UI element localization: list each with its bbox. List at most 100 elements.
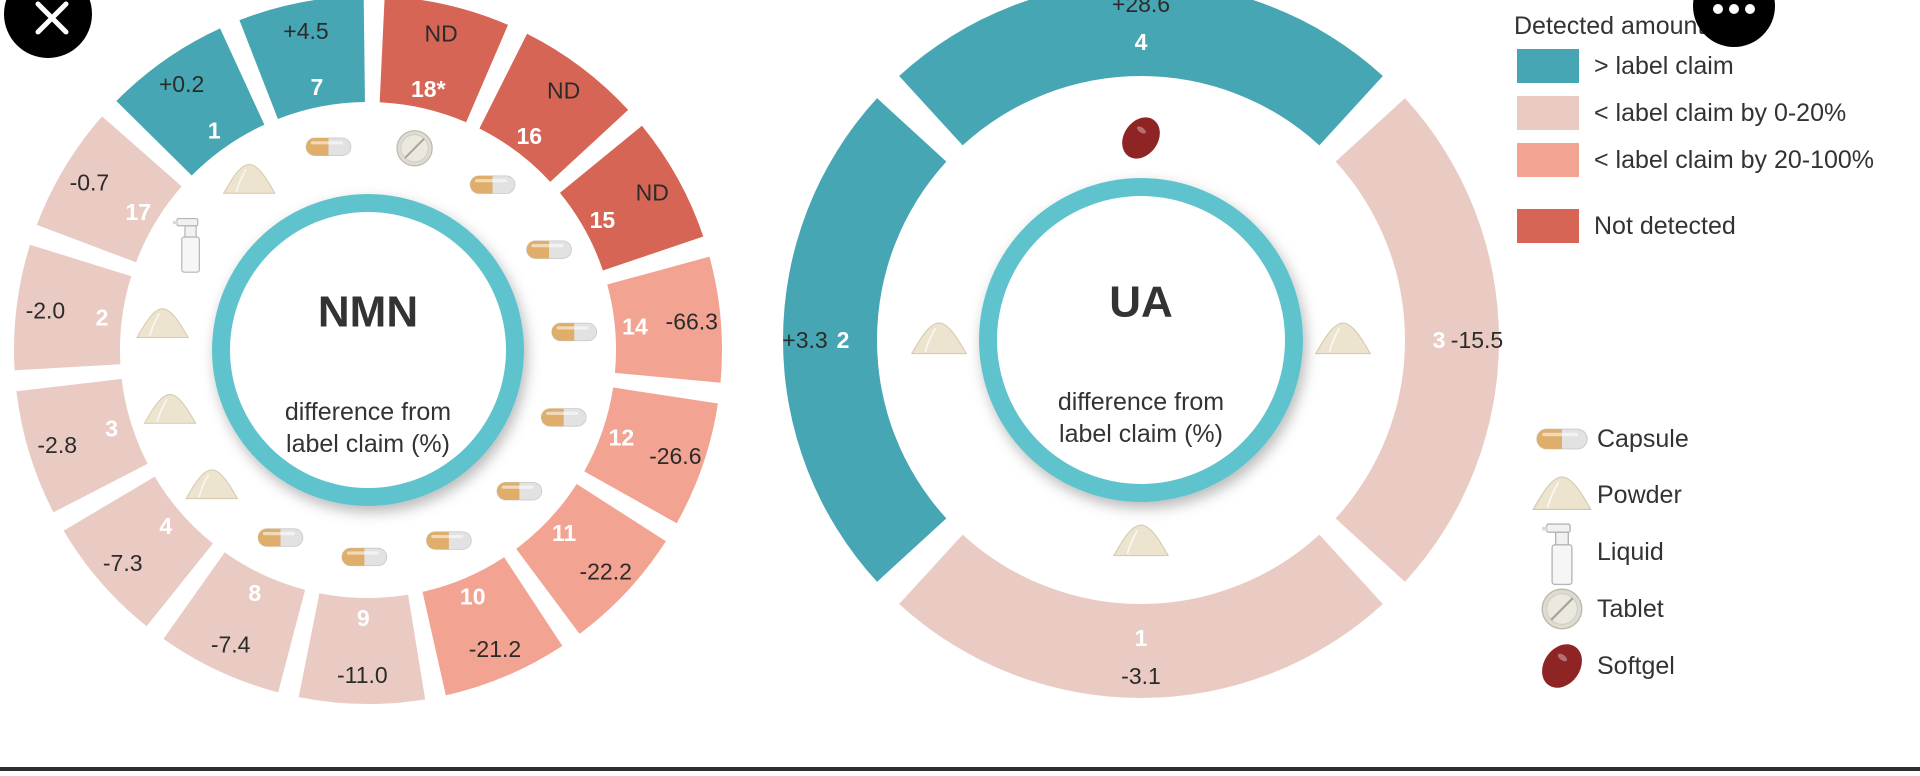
segment-14 <box>607 256 722 383</box>
segment-id-10: 10 <box>460 584 486 610</box>
segment-id-14: 14 <box>622 314 648 340</box>
segment-8 <box>163 552 306 693</box>
segment-3 <box>1335 98 1499 582</box>
segment-2 <box>14 244 132 371</box>
segment-id-17: 17 <box>125 199 151 225</box>
legend-swatch-not_detected <box>1517 209 1579 243</box>
segment-id-2: 2 <box>837 327 850 353</box>
tablet-icon <box>396 130 433 167</box>
legend-form-tablet: Tablet <box>1597 595 1664 623</box>
chart-subtitle-line-2: label claim (%) <box>286 430 450 458</box>
legend-tablet-icon <box>1541 588 1583 630</box>
segment-id-1: 1 <box>208 117 221 143</box>
segment-id-3: 3 <box>105 415 118 441</box>
segment-id-9: 9 <box>357 605 370 631</box>
segment-value-9: -11.0 <box>337 662 388 688</box>
capsule-icon <box>469 175 516 194</box>
segment-10 <box>422 557 563 696</box>
chart-title: UA <box>1109 278 1173 327</box>
capsule-icon <box>540 408 587 427</box>
segment-value-17: -0.7 <box>70 170 110 196</box>
segment-12 <box>584 387 718 524</box>
segment-id-11: 11 <box>552 520 577 546</box>
close-icon <box>35 1 69 35</box>
legend-label-above: > label claim <box>1594 52 1734 80</box>
segment-value-1: +0.2 <box>159 71 204 97</box>
segment-id-12: 12 <box>609 424 635 450</box>
segment-11 <box>516 483 666 634</box>
segment-id-16: 16 <box>516 123 542 149</box>
segment-id-8: 8 <box>248 580 261 606</box>
segment-id-4: 4 <box>1135 29 1148 55</box>
powder-icon <box>1112 524 1170 557</box>
legend-label-below_20_100: < label claim by 20-100% <box>1594 146 1874 174</box>
segment-id-18*: 18* <box>411 76 446 102</box>
segment-15 <box>559 125 704 271</box>
powder-icon <box>136 308 189 339</box>
segment-7 <box>239 0 365 119</box>
capsule-icon <box>257 528 304 547</box>
legend-capsule-icon <box>1536 428 1588 450</box>
legend-label-below_0_20: < label claim by 0-20% <box>1594 99 1846 127</box>
segment-value-4: +28.6 <box>1112 0 1170 17</box>
legend-liquid-icon <box>1542 523 1573 586</box>
softgel-icon <box>1122 117 1160 159</box>
segment-value-2: -2.0 <box>26 297 66 323</box>
segment-value-18*: ND <box>424 20 457 46</box>
segment-value-16: ND <box>547 77 580 103</box>
legend-form-liquid: Liquid <box>1597 538 1664 566</box>
segment-4 <box>899 0 1383 146</box>
powder-icon <box>222 163 276 194</box>
hub-center <box>997 196 1285 484</box>
segment-2 <box>783 98 947 582</box>
chart-subtitle-line-1: difference from <box>1058 388 1224 416</box>
segment-9 <box>298 593 426 704</box>
bottom-divider <box>0 767 1920 771</box>
segment-17 <box>36 116 182 263</box>
segment-id-7: 7 <box>310 74 323 100</box>
capsule-icon <box>551 322 598 342</box>
segment-value-2: +3.3 <box>782 327 827 353</box>
powder-icon <box>143 394 197 424</box>
legend-swatch-below_0_20 <box>1517 96 1579 130</box>
legend-form-capsule: Capsule <box>1597 425 1689 453</box>
segment-value-4: -7.3 <box>103 550 143 576</box>
segment-id-3: 3 <box>1433 327 1446 353</box>
capsule-icon <box>526 240 572 259</box>
chart-subtitle-line-1: difference from <box>285 398 451 426</box>
segment-value-7: +4.5 <box>283 18 328 44</box>
segment-1 <box>899 534 1383 698</box>
segment-value-10: -21.2 <box>469 636 521 662</box>
legend-softgel-icon <box>1542 644 1582 688</box>
segment-value-14: -66.3 <box>666 309 718 335</box>
powder-icon <box>185 469 239 500</box>
legend-swatch-above <box>1517 49 1579 83</box>
segment-value-8: -7.4 <box>211 632 251 658</box>
hub-center <box>230 212 506 488</box>
powder-icon <box>1314 322 1372 355</box>
legend-form-softgel: Softgel <box>1597 652 1675 680</box>
segment-id-2: 2 <box>96 304 109 330</box>
segment-value-1: -3.1 <box>1121 663 1161 689</box>
segment-4 <box>63 476 213 627</box>
capsule-icon <box>426 531 472 550</box>
segment-id-1: 1 <box>1135 625 1148 651</box>
capsule-icon <box>341 547 388 567</box>
legend-powder-icon <box>1532 476 1592 510</box>
more-options-button[interactable] <box>1693 0 1775 47</box>
capsule-icon <box>496 481 543 501</box>
segment-value-3: -2.8 <box>37 432 77 458</box>
segment-18* <box>379 0 509 123</box>
legend-form-powder: Powder <box>1597 481 1682 509</box>
legend-label-not_detected: Not detected <box>1594 212 1736 240</box>
legend-title: Detected amount <box>1514 12 1704 40</box>
more-options-icon <box>1713 4 1755 14</box>
segment-1 <box>116 28 265 176</box>
powder-icon <box>910 322 968 355</box>
close-button[interactable] <box>4 0 92 58</box>
capsule-icon <box>305 137 352 157</box>
legend-swatch-below_20_100 <box>1517 143 1579 177</box>
chart-subtitle-line-2: label claim (%) <box>1059 420 1223 448</box>
